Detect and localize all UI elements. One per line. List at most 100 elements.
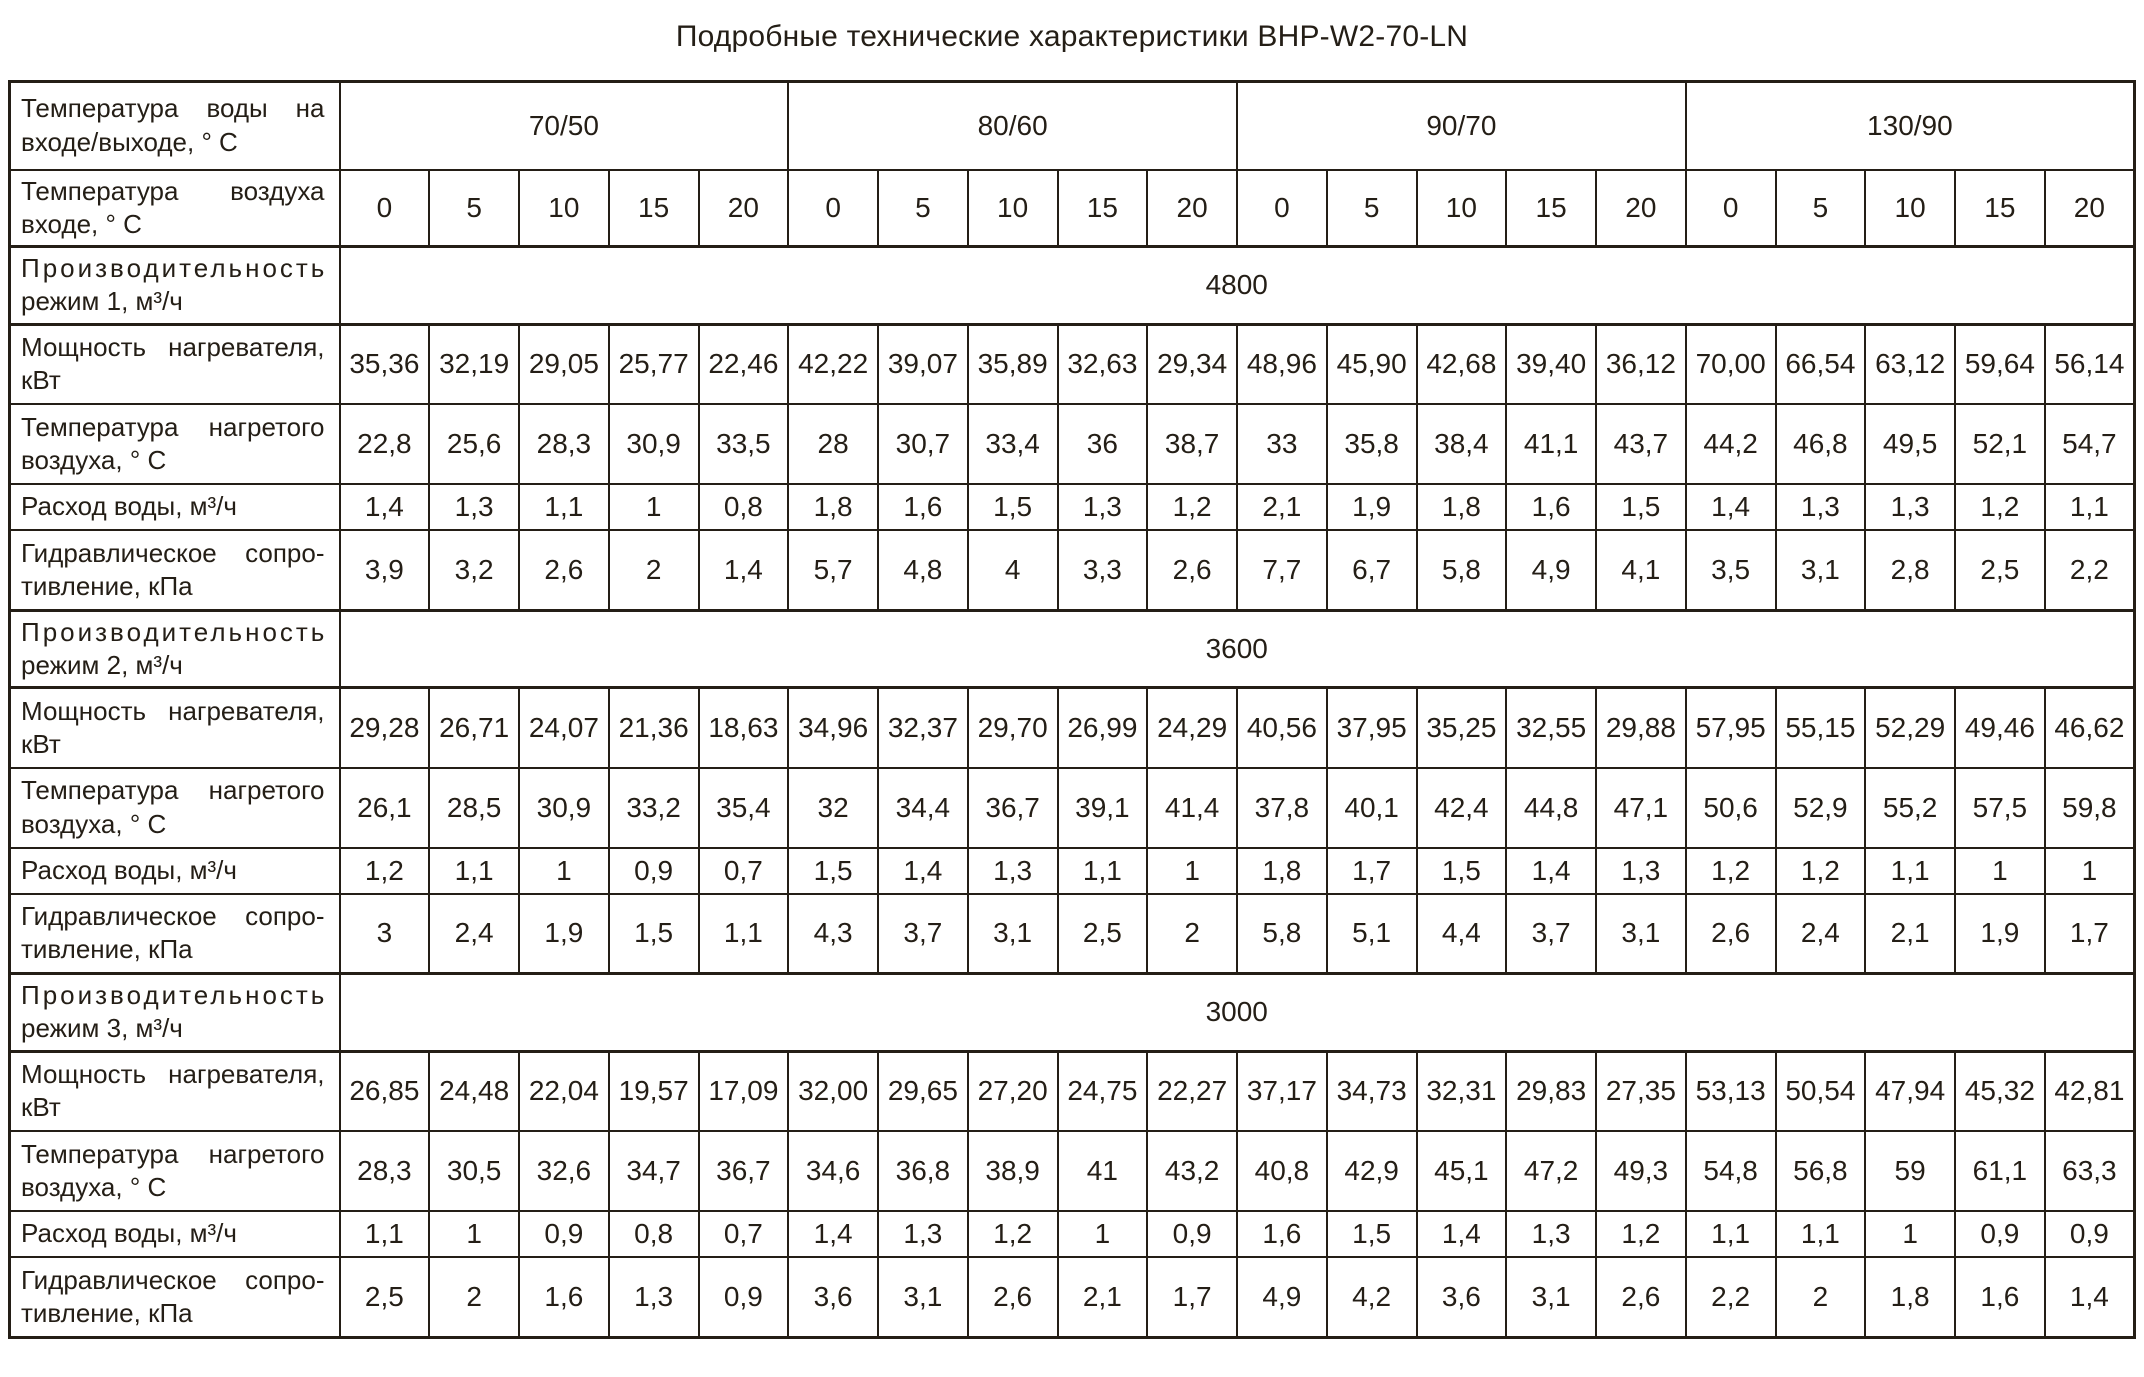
- heater-power-row-label: Мощность нагревателя, кВт: [8, 322, 341, 406]
- data-cell: 35,89: [966, 322, 1059, 406]
- data-cell: 5,7: [787, 529, 879, 612]
- data-cell: 1,3: [1774, 483, 1867, 532]
- data-cell: 32,19: [428, 322, 520, 406]
- data-cell: 2,2: [2043, 529, 2136, 612]
- data-cell: 45,1: [1415, 1130, 1508, 1213]
- table-row: Мощность нагревателя, кВт 35,36 32,19 29,05…: [8, 322, 2136, 406]
- data-cell: 27,35: [1595, 1049, 1687, 1133]
- data-cell: 32,55: [1505, 686, 1597, 769]
- data-cell: 47,2: [1505, 1130, 1597, 1213]
- data-cell: 1,2: [1774, 846, 1867, 895]
- data-cell: 32,37: [877, 686, 969, 769]
- data-cell: 28,5: [428, 766, 520, 849]
- data-cell: 2,1: [1864, 892, 1956, 975]
- data-cell: 4,9: [1236, 1256, 1328, 1339]
- data-cell: 1,3: [428, 483, 520, 532]
- air-temp-value: 5: [428, 168, 520, 248]
- data-cell: 1,4: [338, 483, 431, 532]
- data-cell: 30,9: [607, 403, 700, 486]
- data-cell: 26,99: [1056, 686, 1149, 769]
- data-cell: 70,00: [1684, 322, 1777, 406]
- capacity-value: 4800: [338, 245, 2136, 326]
- air-temp-value: 10: [966, 168, 1059, 248]
- data-cell: 32,6: [518, 1130, 610, 1213]
- data-cell: 3,5: [1684, 529, 1777, 612]
- data-cell: 0,8: [607, 1210, 700, 1259]
- data-cell: 34,4: [877, 766, 969, 849]
- data-cell: 55,15: [1774, 686, 1867, 769]
- data-cell: 2,2: [1684, 1256, 1777, 1339]
- data-cell: 1,6: [1954, 1256, 2046, 1339]
- data-cell: 1,3: [607, 1256, 700, 1339]
- data-cell: 47,1: [1595, 766, 1687, 849]
- data-cell: 42,4: [1415, 766, 1508, 849]
- table-row: Гидравлическое сопро­тивление, кПа 3 2,4 1,…: [8, 892, 2136, 975]
- data-cell: 3,1: [1595, 892, 1687, 975]
- data-cell: 21,36: [607, 686, 700, 769]
- air-temp-value: 0: [1684, 168, 1777, 248]
- data-cell: 3,2: [428, 529, 520, 612]
- data-cell: 5,8: [1415, 529, 1508, 612]
- data-cell: 1,5: [607, 892, 700, 975]
- data-cell: 38,4: [1415, 403, 1508, 486]
- data-cell: 3,9: [338, 529, 431, 612]
- data-cell: 1: [1056, 1210, 1149, 1259]
- table-row: Расход воды, м³/ч 1,4 1,3 1,1 1 0,8 1,8 1,6 1,5 1…: [8, 483, 2136, 532]
- data-cell: 33,2: [607, 766, 700, 849]
- data-cell: 39,07: [877, 322, 969, 406]
- data-cell: 1,6: [1236, 1210, 1328, 1259]
- data-cell: 52,9: [1774, 766, 1867, 849]
- data-cell: 24,48: [428, 1049, 520, 1133]
- capacity-row-label: Производительность режим 1, м³/ч: [8, 245, 341, 326]
- data-cell: 57,5: [1954, 766, 2046, 849]
- data-cell: 33: [1236, 403, 1328, 486]
- data-cell: 1,2: [338, 846, 431, 895]
- data-cell: 50,54: [1774, 1049, 1867, 1133]
- data-cell: 4,9: [1505, 529, 1597, 612]
- data-cell: 22,04: [518, 1049, 610, 1133]
- water-temp-group-header: 90/70: [1236, 80, 1687, 171]
- heated-air-temp-row-label: Температура нагретого воздуха, ° С: [8, 403, 341, 486]
- data-cell: 0,9: [607, 846, 700, 895]
- spec-table: Температура воды на входе/выходе, ° С 70/…: [8, 80, 2136, 1339]
- data-cell: 4,4: [1415, 892, 1508, 975]
- data-cell: 40,8: [1236, 1130, 1328, 1213]
- data-cell: 24,75: [1056, 1049, 1149, 1133]
- data-cell: 25,6: [428, 403, 520, 486]
- data-cell: 30,9: [518, 766, 610, 849]
- data-cell: 0,9: [518, 1210, 610, 1259]
- data-cell: 35,36: [338, 322, 431, 406]
- data-cell: 35,8: [1325, 403, 1418, 486]
- data-cell: 42,81: [2043, 1049, 2136, 1133]
- data-cell: 1,4: [877, 846, 969, 895]
- data-cell: 1,7: [2043, 892, 2136, 975]
- data-cell: 2,1: [1056, 1256, 1149, 1339]
- hydraulic-resistance-row-label: Гидравлическое сопро­тивление, кПа: [8, 1256, 341, 1339]
- data-cell: 1,6: [1505, 483, 1597, 532]
- data-cell: 1,2: [1954, 483, 2046, 532]
- data-cell: 0,7: [697, 1210, 790, 1259]
- data-cell: 3,7: [877, 892, 969, 975]
- air-temp-value: 15: [607, 168, 700, 248]
- data-cell: 39,40: [1505, 322, 1597, 406]
- data-cell: 1,5: [966, 483, 1059, 532]
- data-cell: 1,7: [1325, 846, 1418, 895]
- capacity-value: 3000: [338, 972, 2136, 1053]
- capacity-label-line1: Производительность: [21, 253, 328, 284]
- air-temp-value: 10: [518, 168, 610, 248]
- data-cell: 1,3: [877, 1210, 969, 1259]
- data-cell: 6,7: [1325, 529, 1418, 612]
- air-temp-value: 0: [1236, 168, 1328, 248]
- data-cell: 2: [607, 529, 700, 612]
- data-cell: 36: [1056, 403, 1149, 486]
- data-cell: 42,9: [1325, 1130, 1418, 1213]
- data-cell: 50,6: [1684, 766, 1777, 849]
- data-cell: 36,8: [877, 1130, 969, 1213]
- data-cell: 29,65: [877, 1049, 969, 1133]
- data-cell: 3,6: [1415, 1256, 1508, 1339]
- data-cell: 42,68: [1415, 322, 1508, 406]
- heated-air-temp-row-label: Температура нагретого воздуха, ° С: [8, 766, 341, 849]
- data-cell: 1: [428, 1210, 520, 1259]
- data-cell: 42,22: [787, 322, 879, 406]
- table-row: Температура нагретого воздуха, ° С 26,1 28…: [8, 766, 2136, 849]
